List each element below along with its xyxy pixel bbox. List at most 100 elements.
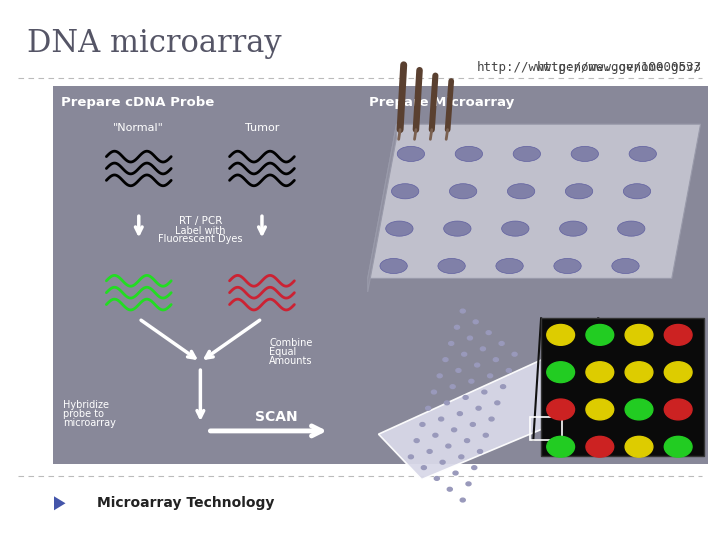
Ellipse shape: [392, 184, 419, 199]
Circle shape: [487, 374, 492, 378]
Circle shape: [467, 336, 472, 340]
Circle shape: [665, 436, 692, 457]
Ellipse shape: [449, 184, 477, 199]
Circle shape: [431, 390, 436, 394]
Text: RT / PCR: RT / PCR: [179, 217, 222, 226]
Ellipse shape: [386, 221, 413, 236]
Ellipse shape: [438, 259, 465, 274]
Circle shape: [546, 362, 575, 382]
Text: Label with: Label with: [175, 226, 225, 236]
Text: Equal: Equal: [269, 347, 297, 357]
Text: DNA microarray: DNA microarray: [27, 28, 282, 59]
Circle shape: [665, 362, 692, 382]
Circle shape: [421, 465, 426, 469]
Circle shape: [449, 342, 454, 346]
Ellipse shape: [565, 184, 593, 199]
Circle shape: [470, 422, 475, 427]
Circle shape: [493, 357, 498, 362]
Circle shape: [625, 436, 653, 457]
Polygon shape: [54, 496, 66, 510]
Circle shape: [665, 325, 692, 345]
Ellipse shape: [496, 259, 523, 274]
Text: http://www.genome.gov/: http://www.genome.gov/: [537, 61, 702, 74]
Ellipse shape: [455, 146, 482, 161]
Circle shape: [450, 384, 455, 388]
Ellipse shape: [502, 221, 529, 236]
Circle shape: [586, 362, 613, 382]
Circle shape: [420, 422, 425, 427]
Ellipse shape: [554, 259, 581, 274]
Circle shape: [480, 347, 485, 351]
Text: SCAN: SCAN: [255, 410, 297, 424]
Circle shape: [477, 449, 482, 453]
Circle shape: [512, 352, 517, 356]
Circle shape: [426, 406, 431, 410]
Circle shape: [506, 368, 511, 373]
Text: Amounts: Amounts: [269, 356, 312, 366]
Circle shape: [453, 471, 458, 475]
Circle shape: [665, 399, 692, 420]
Text: Combine: Combine: [269, 338, 312, 348]
Circle shape: [500, 384, 505, 389]
Circle shape: [462, 353, 467, 356]
Circle shape: [457, 411, 462, 416]
Ellipse shape: [571, 146, 598, 161]
Polygon shape: [368, 124, 701, 279]
Ellipse shape: [629, 146, 657, 161]
Text: Microarray Technology: Microarray Technology: [97, 496, 274, 510]
Circle shape: [499, 341, 504, 346]
Ellipse shape: [397, 146, 425, 161]
Circle shape: [463, 395, 468, 399]
Ellipse shape: [559, 221, 587, 236]
Circle shape: [546, 325, 575, 345]
Circle shape: [464, 438, 469, 443]
Circle shape: [444, 401, 449, 405]
Text: Hybridize: Hybridize: [63, 400, 109, 410]
Circle shape: [438, 417, 444, 421]
Circle shape: [427, 449, 432, 453]
Polygon shape: [379, 328, 639, 480]
Circle shape: [586, 436, 613, 457]
Ellipse shape: [513, 146, 541, 161]
Circle shape: [454, 325, 459, 329]
Circle shape: [472, 465, 477, 469]
Circle shape: [437, 374, 442, 377]
FancyBboxPatch shape: [541, 318, 704, 456]
Circle shape: [473, 320, 478, 323]
Circle shape: [495, 401, 500, 405]
Ellipse shape: [624, 184, 651, 199]
Circle shape: [474, 363, 480, 367]
Circle shape: [483, 433, 488, 437]
Circle shape: [586, 325, 613, 345]
Circle shape: [459, 455, 464, 458]
Circle shape: [443, 357, 448, 362]
Circle shape: [625, 362, 653, 382]
Circle shape: [546, 436, 575, 457]
Circle shape: [451, 428, 456, 432]
Circle shape: [447, 487, 452, 491]
Text: http://www.genome.gov/10000533: http://www.genome.gov/10000533: [477, 61, 702, 74]
Text: microarray: microarray: [63, 418, 116, 428]
Ellipse shape: [612, 259, 639, 274]
Ellipse shape: [380, 259, 408, 274]
Circle shape: [460, 498, 465, 502]
Circle shape: [460, 309, 465, 313]
Circle shape: [482, 390, 487, 394]
Circle shape: [433, 433, 438, 437]
Circle shape: [434, 476, 439, 481]
Circle shape: [586, 399, 613, 420]
Circle shape: [414, 438, 419, 443]
Circle shape: [440, 460, 445, 464]
Text: probe to: probe to: [63, 409, 104, 419]
Circle shape: [625, 325, 653, 345]
Circle shape: [446, 444, 451, 448]
Polygon shape: [368, 124, 397, 292]
Ellipse shape: [618, 221, 645, 236]
Ellipse shape: [444, 221, 471, 236]
Text: Tumor: Tumor: [245, 123, 279, 133]
FancyBboxPatch shape: [53, 86, 708, 464]
Circle shape: [625, 399, 653, 420]
Circle shape: [476, 406, 481, 410]
Circle shape: [466, 482, 471, 486]
Text: Fluorescent Dyes: Fluorescent Dyes: [158, 234, 243, 244]
